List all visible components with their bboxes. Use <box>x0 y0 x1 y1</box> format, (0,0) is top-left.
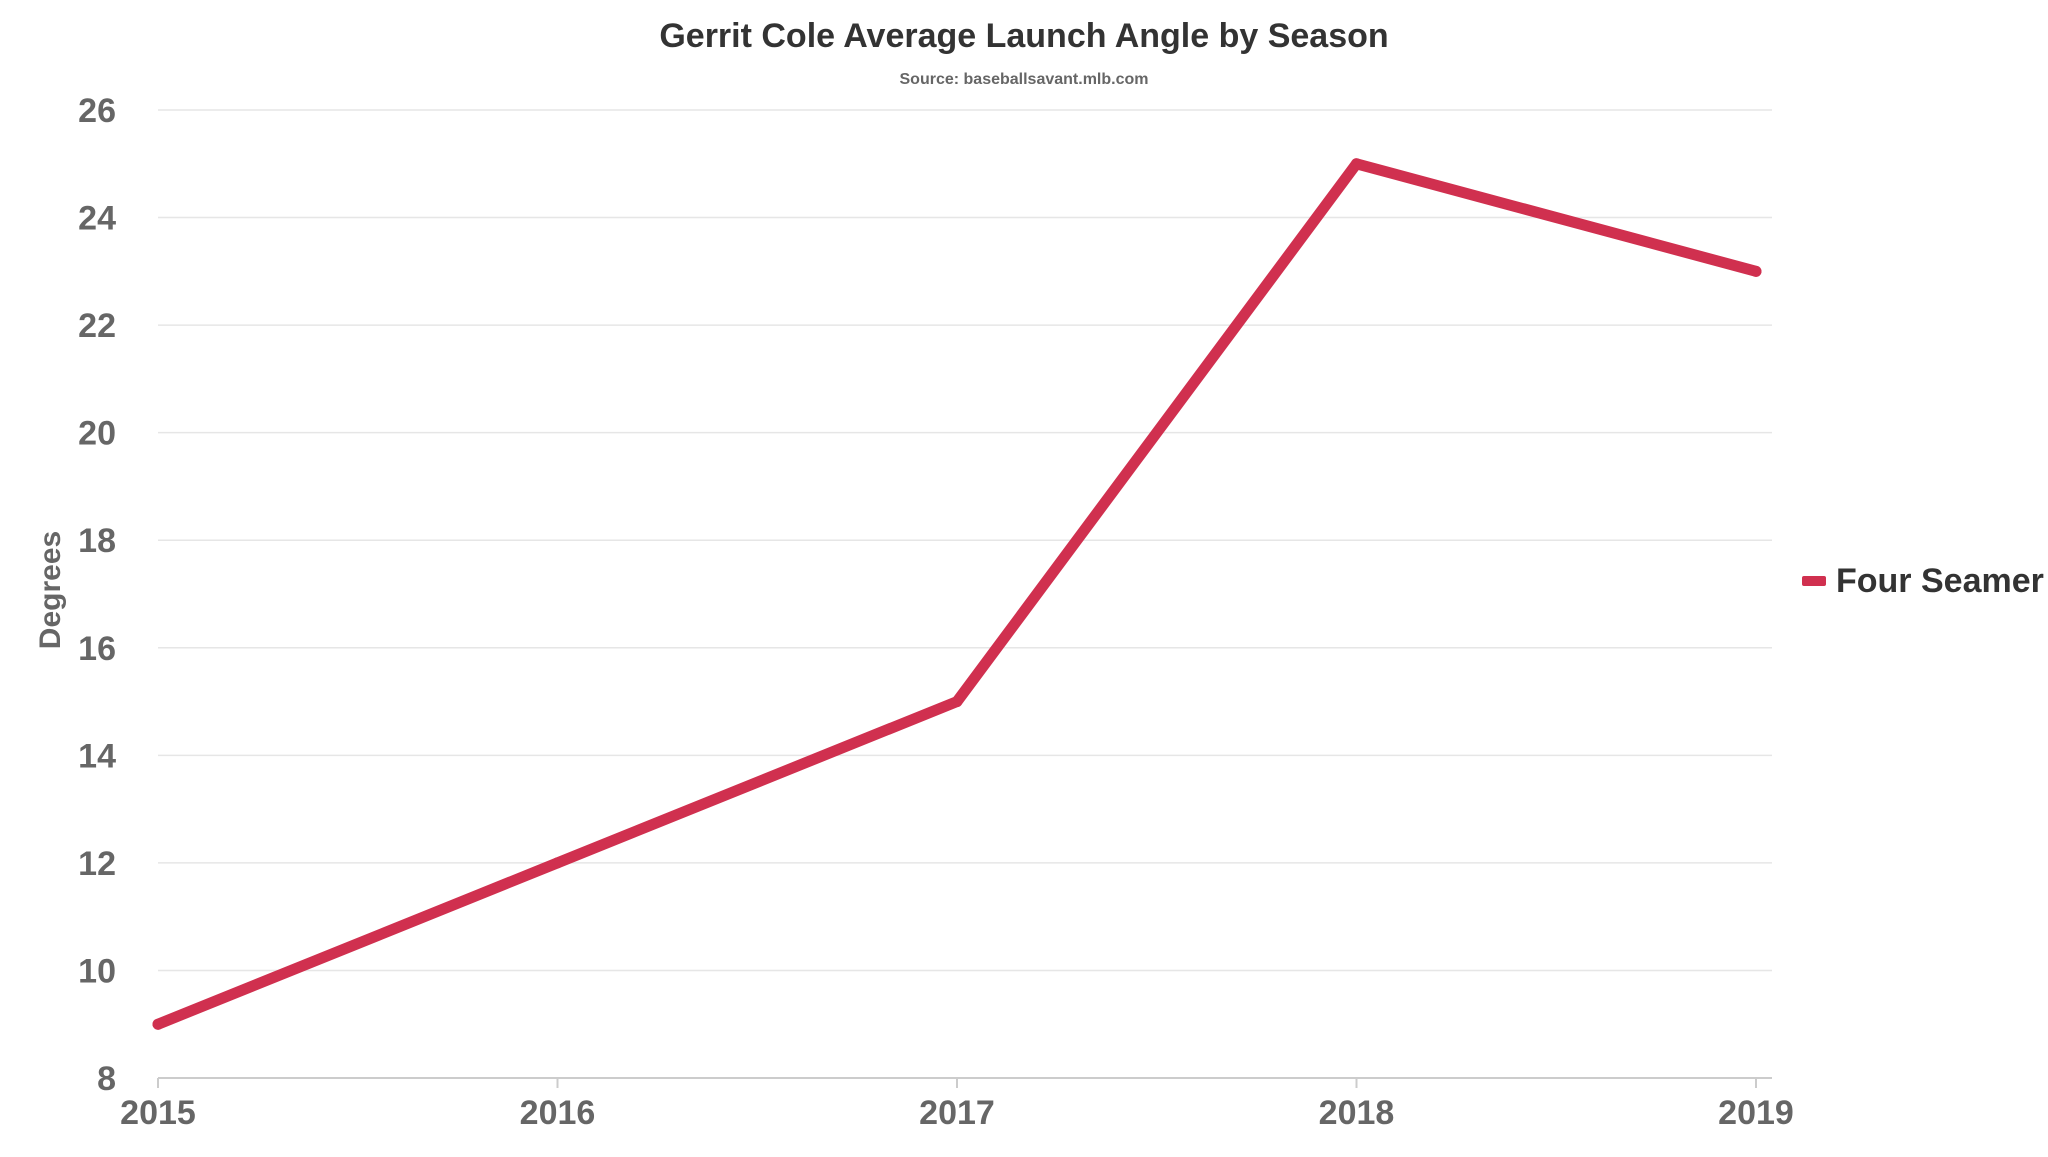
y-tick-label: 12 <box>78 845 116 883</box>
legend: Four Seamer <box>1802 562 2044 600</box>
y-tick-label: 16 <box>78 630 116 668</box>
y-tick-label: 26 <box>78 92 116 130</box>
y-tick-label: 8 <box>97 1060 116 1098</box>
y-tick-label: 24 <box>78 200 116 238</box>
y-tick-label: 22 <box>78 307 116 345</box>
x-tick-label: 2015 <box>120 1094 196 1132</box>
data-point[interactable] <box>951 696 963 708</box>
series-line-four-seamer[interactable] <box>152 158 1762 1030</box>
y-tick-labels: 8 10 12 14 16 18 20 22 24 26 <box>78 92 116 1098</box>
data-point[interactable] <box>552 857 563 869</box>
x-tick-label: 2016 <box>520 1094 596 1132</box>
y-tick-label: 14 <box>78 737 116 775</box>
data-point[interactable] <box>152 1018 164 1030</box>
axes <box>157 1077 1772 1088</box>
legend-swatch-four-seamer <box>1802 576 1826 586</box>
legend-label-four-seamer[interactable]: Four Seamer <box>1836 562 2044 600</box>
y-tick-label: 10 <box>78 952 116 990</box>
chart-title: Gerrit Cole Average Launch Angle by Seas… <box>659 17 1388 55</box>
x-tick-label: 2018 <box>1319 1094 1395 1132</box>
series-lines <box>152 158 1762 1030</box>
grid-lines <box>158 109 1772 972</box>
x-tick-label: 2017 <box>919 1094 995 1132</box>
y-axis-title: Degrees <box>34 531 67 649</box>
data-point[interactable] <box>1750 265 1762 277</box>
y-tick-label: 20 <box>78 415 116 453</box>
x-tick-label: 2019 <box>1718 1094 1794 1132</box>
x-tick-labels: 2015 2016 2017 2018 2019 <box>120 1094 1794 1132</box>
chart-subtitle: Source: baseballsavant.mlb.com <box>900 71 1149 88</box>
data-point[interactable] <box>1351 158 1362 170</box>
y-tick-label: 18 <box>78 522 116 560</box>
